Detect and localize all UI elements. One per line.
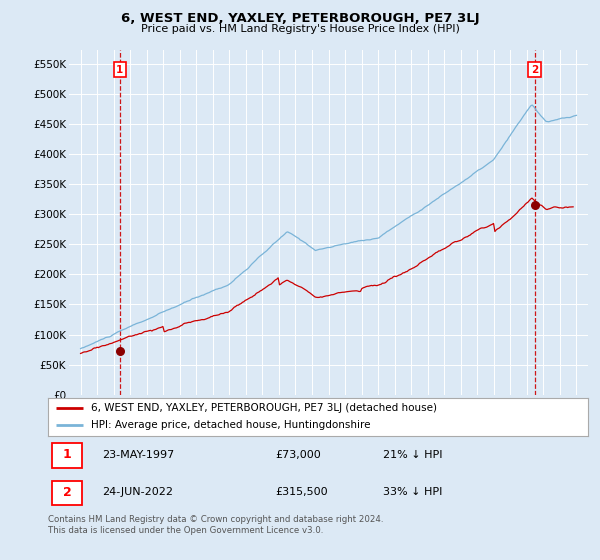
Text: 24-JUN-2022: 24-JUN-2022 (102, 487, 173, 497)
Text: Contains HM Land Registry data © Crown copyright and database right 2024.
This d: Contains HM Land Registry data © Crown c… (48, 515, 383, 535)
Text: £73,000: £73,000 (275, 450, 320, 460)
Text: 21% ↓ HPI: 21% ↓ HPI (383, 450, 442, 460)
Point (530, 200, 539, 209)
Text: 2: 2 (531, 64, 538, 74)
Text: 2: 2 (63, 486, 71, 499)
Text: £315,500: £315,500 (275, 487, 328, 497)
Text: 23-MAY-1997: 23-MAY-1997 (102, 450, 174, 460)
Text: Price paid vs. HM Land Registry's House Price Index (HPI): Price paid vs. HM Land Registry's House … (140, 24, 460, 34)
Point (115, 347, 125, 356)
FancyBboxPatch shape (52, 480, 82, 506)
Text: 6, WEST END, YAXLEY, PETERBOROUGH, PE7 3LJ (detached house): 6, WEST END, YAXLEY, PETERBOROUGH, PE7 3… (91, 403, 437, 413)
Text: 6, WEST END, YAXLEY, PETERBOROUGH, PE7 3LJ: 6, WEST END, YAXLEY, PETERBOROUGH, PE7 3… (121, 12, 479, 25)
Text: HPI: Average price, detached house, Huntingdonshire: HPI: Average price, detached house, Hunt… (91, 420, 371, 430)
FancyBboxPatch shape (52, 443, 82, 468)
Text: 1: 1 (116, 64, 124, 74)
Text: 33% ↓ HPI: 33% ↓ HPI (383, 487, 442, 497)
Text: 1: 1 (63, 449, 71, 461)
